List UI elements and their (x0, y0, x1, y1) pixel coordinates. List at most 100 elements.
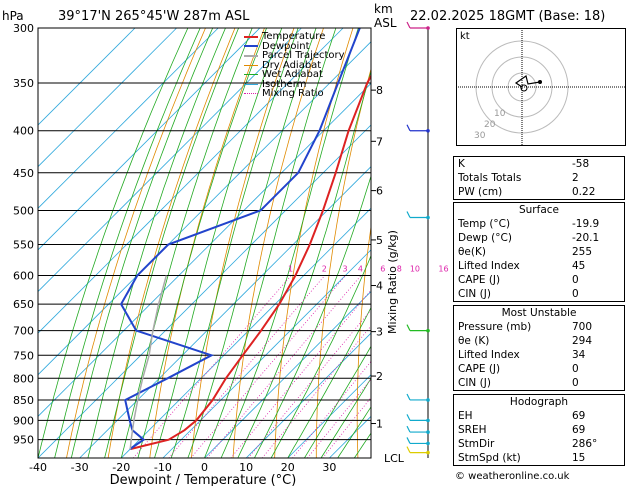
pressure-tick-label: 450 (13, 167, 34, 180)
km-tick-label: 8 (376, 84, 383, 97)
temperature-tick-label: 10 (239, 461, 253, 474)
surface-row: θe(K) 255 (458, 246, 593, 258)
wind-barb-point (426, 398, 430, 402)
hodograph-ring-label-10: 10 (494, 109, 506, 119)
hodograph-row: EH 69 (458, 410, 586, 422)
wind-barb-flag (406, 393, 411, 401)
mixing-ratio-label: 10 (410, 265, 420, 274)
surface-row: CAPE (J) 0 (458, 274, 579, 286)
pressure-tick-label: 400 (13, 125, 34, 138)
wind-barb-point (426, 215, 430, 220)
wind-barb-point (426, 450, 430, 455)
copyright: © weatheronline.co.uk (455, 471, 570, 482)
mixing-ratio-label: 3 (343, 265, 348, 274)
index-row-pw: PW (cm) 0.22 (458, 186, 596, 198)
isotherm-line (162, 249, 371, 458)
wet-adiabat-line (120, 28, 253, 458)
dewpoint-line (119, 28, 361, 450)
pressure-tick-label: 700 (13, 325, 34, 338)
mixing-ratio-label: 16 (438, 265, 448, 274)
legend-item-parcel: Parcel Trajectory (244, 51, 345, 61)
isotherm-line (38, 28, 219, 209)
wind-barb-flag (406, 414, 411, 421)
hodograph-kt-label: kt (460, 31, 470, 42)
pressure-tick-label: 500 (13, 204, 34, 217)
km-tick-label: 4 (376, 280, 383, 293)
wind-barb-point (426, 128, 430, 133)
most-unstable-panel: Most Unstable Pressure (mb) 700 θe (K) 294… (453, 305, 625, 391)
temperature-tick-label: 20 (281, 461, 295, 474)
wind-barb-flag (406, 324, 411, 331)
mixing-ratio-line (168, 275, 326, 458)
mixing-ratio-label: 2 (322, 265, 327, 274)
legend: Temperature Dewpoint Parcel Trajectory D… (244, 32, 345, 99)
mixing-ratio-label: 6 (380, 265, 385, 274)
mixing-ratio-label: 1 (288, 265, 293, 274)
mixing-ratio-line (247, 309, 371, 458)
temperature-tick-label: 30 (322, 461, 336, 474)
km-unit: km (374, 2, 393, 16)
mixing-ratio-line (190, 275, 346, 458)
pressure-tick-label: 750 (13, 349, 34, 362)
most-unstable-title: Most Unstable (501, 307, 577, 319)
wind-barb-flag (406, 211, 411, 218)
mixing-ratio-line (206, 275, 362, 458)
isotherm-line (38, 28, 302, 293)
datetime-title: 22.02.2025 18GMT (Base: 18) (410, 9, 606, 24)
pressure-tick-label: 650 (13, 298, 34, 311)
wind-barb-flag (406, 437, 411, 444)
legend-item-mixing-ratio: Mixing Ratio (244, 89, 345, 99)
isotherm-line (245, 332, 371, 458)
mixing-ratio-label: 4 (358, 265, 363, 274)
indices-panel: K -58 Totals Totals 2 PW (cm) 0.22 (453, 156, 625, 200)
wet-adiabat-line (320, 377, 371, 458)
mixing-ratio-label: 8 (397, 265, 402, 274)
pressure-tick-label: 350 (13, 77, 34, 90)
wind-barb-point (426, 418, 430, 423)
pressure-tick-label: 950 (13, 434, 34, 447)
wind-barb-flag (406, 124, 411, 132)
pressure-tick-label: 800 (13, 372, 34, 385)
km-tick-label: 6 (376, 185, 383, 198)
isotherm-line (38, 124, 371, 458)
pressure-tick-label: 550 (13, 238, 34, 251)
hodograph-trace (514, 75, 541, 88)
isotherm-line (38, 28, 177, 168)
wind-barb-flag (406, 446, 411, 453)
surface-title: Surface (518, 204, 559, 216)
temperature-tick-label: -30 (71, 461, 89, 474)
plot-frame (37, 27, 372, 459)
surface-row: CIN (J) 0 (458, 288, 579, 300)
legend-item-dewpoint: Dewpoint (244, 41, 345, 52)
hodograph-row: StmDir 286° (458, 438, 598, 450)
most-unstable-row: θe (K) 294 (458, 335, 593, 347)
isotherm-line (38, 82, 371, 417)
asl-unit: ASL (374, 16, 397, 30)
legend-item-temperature: Temperature (244, 32, 345, 42)
hpa-unit: hPa (2, 9, 24, 23)
hodograph-ring-label-20: 20 (484, 120, 496, 130)
km-tick-label: 3 (376, 326, 383, 339)
km-tick-label: 2 (376, 370, 383, 383)
km-tick-label: 1 (376, 418, 383, 431)
surface-row: Temp (°C) -19.9 (458, 218, 600, 230)
parcel-trajectory-line (129, 275, 168, 450)
x-axis-label: Dewpoint / Temperature (°C) (110, 473, 297, 486)
hodograph-panel: Hodograph EH 69 SREH 69 StmDir 286° StmSpd … (453, 394, 625, 466)
wind-barb-flag (406, 425, 411, 433)
dry-adiabat-line (356, 223, 371, 458)
hodograph-title: Hodograph (509, 396, 569, 408)
isotherm-line (38, 28, 261, 251)
mixing-ratio-line (307, 378, 371, 458)
hodograph-plot: kt 10 20 30 (456, 28, 626, 146)
most-unstable-row: CAPE (J) 0 (458, 363, 579, 375)
isotherm-line (38, 28, 136, 126)
isotherm-line (38, 28, 344, 334)
hodograph-ring-label-30: 30 (474, 131, 486, 141)
wind-barb-point (426, 441, 430, 446)
temperature-tick-label: -20 (112, 461, 130, 474)
wet-adiabat-line (304, 345, 371, 458)
legend-item-dry-adiabat: Dry Adiabat (244, 60, 345, 71)
mixing-ratio-line (132, 275, 292, 458)
